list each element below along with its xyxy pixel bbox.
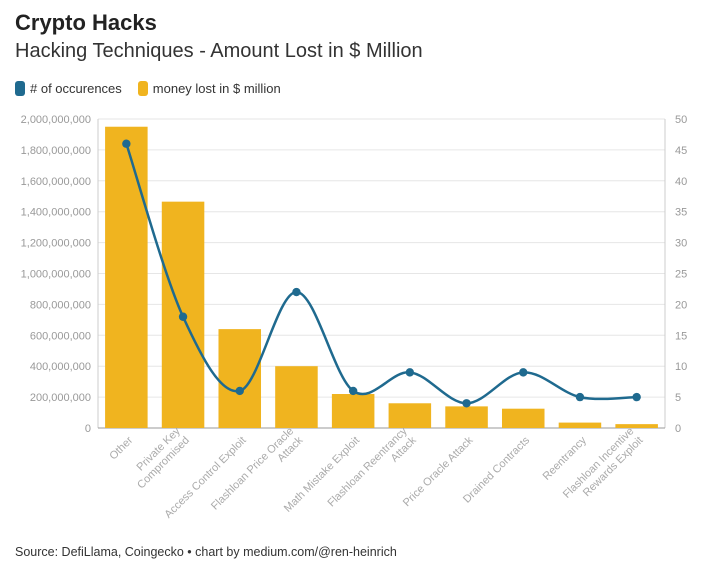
legend-label-money-lost: money lost in $ million xyxy=(152,81,281,96)
bar xyxy=(615,424,658,428)
occurences-point xyxy=(292,287,301,297)
bar xyxy=(388,403,432,428)
y-right-tick-label: 20 xyxy=(675,299,687,311)
y-right-tick-label: 15 xyxy=(675,330,687,342)
chart-subtitle: Hacking Techniques - Amount Lost in $ Mi… xyxy=(15,40,423,62)
y-right-tick-label: 45 xyxy=(675,145,687,157)
occurences-point xyxy=(178,312,188,321)
y-right-tick-label: 0 xyxy=(675,423,681,435)
bar xyxy=(105,126,148,428)
occurences-point xyxy=(575,392,585,402)
y-left-tick-label: 200,000,000 xyxy=(30,392,91,404)
y-left-tick-label: 1,800,000,000 xyxy=(21,145,91,157)
y-right-tick-label: 40 xyxy=(675,176,687,188)
y-left-tick-label: 2,000,000,000 xyxy=(21,114,91,126)
y-right-tick-label: 10 xyxy=(675,361,687,373)
legend-swatch-occurences xyxy=(15,81,25,96)
bar xyxy=(558,422,602,428)
y-left-tick-label: 800,000,000 xyxy=(30,299,91,311)
x-tick-label: Other xyxy=(107,434,135,462)
legend-item-occurences: # of occurences xyxy=(15,81,122,96)
occurences-point xyxy=(235,386,244,396)
y-right-tick-label: 25 xyxy=(675,269,687,281)
y-left-tick-label: 1,200,000,000 xyxy=(21,238,91,250)
legend-item-money-lost: money lost in $ million xyxy=(137,81,281,96)
y-right-tick-label: 35 xyxy=(675,207,687,219)
legend-label-occurences: # of occurences xyxy=(30,81,122,96)
y-left-tick-label: 400,000,000 xyxy=(30,361,91,373)
bar xyxy=(275,366,318,428)
y-left-tick-label: 0 xyxy=(85,423,91,435)
y-right-tick-label: 5 xyxy=(675,392,681,404)
source-note: Source: DefiLlama, Coingecko • chart by … xyxy=(15,545,397,559)
chart-title: Crypto Hacks xyxy=(15,10,157,35)
y-right-tick-label: 50 xyxy=(675,114,687,126)
y-left-tick-label: 1,000,000,000 xyxy=(21,269,91,281)
y-right-tick-label: 30 xyxy=(675,238,687,250)
occurences-point xyxy=(462,399,471,408)
legend-swatch-money-lost xyxy=(137,81,148,96)
bar xyxy=(218,329,262,428)
occurences-point xyxy=(348,386,358,396)
bar xyxy=(331,394,375,428)
y-left-tick-label: 1,400,000,000 xyxy=(21,207,91,219)
bar xyxy=(445,406,488,428)
y-left-tick-label: 600,000,000 xyxy=(30,330,91,342)
x-tick-label-line: Flashloan Reentrancy xyxy=(325,425,410,510)
occurences-point xyxy=(632,392,641,402)
y-left-tick-label: 1,600,000,000 xyxy=(21,176,91,188)
bar xyxy=(501,408,545,428)
occurences-point xyxy=(122,139,131,148)
legend: # of occurences money lost in $ million xyxy=(15,81,297,96)
occurences-point xyxy=(405,368,415,377)
occurences-point xyxy=(519,368,528,377)
x-tick-label-line: Other xyxy=(107,434,135,462)
